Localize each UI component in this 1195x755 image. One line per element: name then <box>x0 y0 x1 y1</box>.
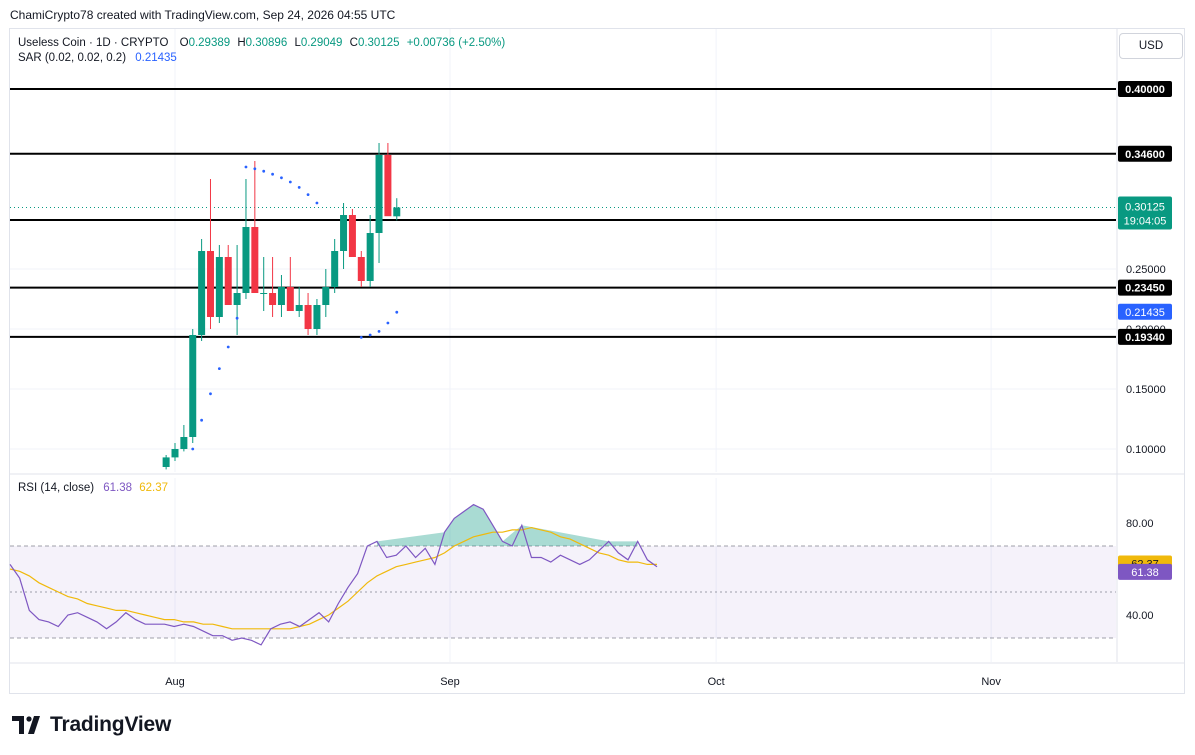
sar-dot <box>297 186 301 189</box>
candle-up <box>198 251 206 335</box>
symbol-legend: Useless Coin · 1D · CRYPTO O0.29389 H0.3… <box>18 36 505 66</box>
candle-up <box>366 233 374 281</box>
candle-up <box>171 449 179 458</box>
sar-dot <box>386 321 390 325</box>
rsi-label: RSI (14, close) <box>18 482 95 494</box>
sar-dot <box>209 392 212 396</box>
sar-dot <box>306 193 310 197</box>
candle-down <box>384 155 392 217</box>
candle-down <box>224 257 232 305</box>
sar-dot <box>244 165 248 169</box>
sar-label: SAR (0.02, 0.02, 0.2) <box>18 52 127 64</box>
rsi-line <box>9 503 658 646</box>
sar-dot <box>235 316 239 320</box>
open-value: 0.29389 <box>188 37 231 49</box>
rsi-tag-label: 61.38 <box>1131 567 1159 579</box>
candle-up <box>180 437 188 449</box>
level-tag <box>1118 328 1172 345</box>
level-tag <box>1118 145 1172 162</box>
candle-up <box>393 207 401 217</box>
tradingview-logo-icon <box>12 716 40 734</box>
candle-up <box>340 215 348 251</box>
sar-dot <box>377 330 381 333</box>
candle-up <box>277 287 285 305</box>
candle-up <box>260 293 268 294</box>
candle-up <box>233 293 241 305</box>
sar-value: 0.21435 <box>135 52 177 64</box>
rsi-axis-tick: 80.00 <box>1126 518 1154 530</box>
candle-down <box>206 251 214 317</box>
open-label: O <box>179 37 189 49</box>
change-value: +0.00736 (+2.50%) <box>406 37 506 49</box>
sar-dot <box>280 176 283 180</box>
sar-dot <box>368 333 372 337</box>
price-axis-tick: 0.25000 <box>1126 264 1166 276</box>
level-tag-label: 0.19340 <box>1125 332 1165 344</box>
rsi-ma-value: 62.37 <box>139 482 169 494</box>
sar-dot <box>315 201 319 205</box>
time-axis-tick: Aug <box>165 676 185 688</box>
sar-dot <box>262 169 266 173</box>
level-tag-label: 0.23450 <box>1125 283 1165 295</box>
sar-dot <box>217 367 221 370</box>
candle-up <box>331 251 339 287</box>
sar-row: SAR (0.02, 0.02, 0.2) 0.21435 <box>18 51 505 66</box>
chart-credit: ChamiCrypto78 created with TradingView.c… <box>10 8 396 22</box>
sar-tag-label: 0.21435 <box>1125 307 1165 319</box>
symbol-name: Useless Coin · 1D · CRYPTO <box>18 37 169 49</box>
sar-dot <box>226 345 230 349</box>
rsi-overbought-fill <box>376 504 638 546</box>
level-tag <box>1118 279 1172 296</box>
last-price-label: 0.30125 <box>1125 202 1165 214</box>
sar-dot <box>359 336 363 339</box>
tradingview-brand[interactable]: TradingView <box>12 711 171 739</box>
candle-down <box>269 293 277 305</box>
sar-tag <box>1118 303 1172 320</box>
low-label: L <box>294 37 301 49</box>
candle-down <box>251 227 259 293</box>
sar-dot <box>271 172 274 176</box>
countdown-label: 19:04:05 <box>1124 216 1167 228</box>
level-tag <box>1118 81 1172 97</box>
chart-frame <box>9 28 1185 694</box>
sar-dot <box>288 180 292 184</box>
candle-down <box>304 305 312 329</box>
candle-up <box>189 335 197 437</box>
sar-dot <box>200 418 204 422</box>
candle-up <box>162 457 170 467</box>
candle-up <box>242 227 250 293</box>
sar-dot <box>395 310 399 314</box>
time-axis-tick: Nov <box>981 676 1001 688</box>
rsi-axis-tick: 40.00 <box>1126 610 1154 622</box>
rsi-tag <box>1118 563 1172 580</box>
rsi-value: 61.38 <box>103 482 133 494</box>
candle-up <box>313 305 321 329</box>
sar-dot <box>191 447 195 451</box>
ohlc-row: Useless Coin · 1D · CRYPTO O0.29389 H0.3… <box>18 36 505 51</box>
time-axis-tick: Oct <box>708 676 725 688</box>
close-value: 0.30125 <box>357 37 400 49</box>
level-tag-label: 0.40000 <box>1125 84 1165 96</box>
candle-down <box>357 257 365 281</box>
price-axis-tick: 0.15000 <box>1126 384 1166 396</box>
high-label: H <box>237 37 246 49</box>
time-axis-tick: Sep <box>440 676 460 688</box>
candle-up <box>375 155 383 233</box>
sar-dot <box>253 167 257 171</box>
candle-down <box>286 287 294 311</box>
rsi-legend: RSI (14, close) 61.38 62.37 <box>18 482 168 494</box>
candle-up <box>215 257 223 317</box>
last-price-tag <box>1118 196 1172 230</box>
high-value: 0.30896 <box>245 37 288 49</box>
currency-button[interactable]: USD <box>1119 33 1183 59</box>
brand-name: TradingView <box>50 713 172 736</box>
candle-up <box>322 287 330 305</box>
candle-down <box>348 215 356 257</box>
candle-up <box>295 305 303 311</box>
close-label: C <box>349 37 358 49</box>
low-value: 0.29049 <box>300 37 343 49</box>
level-tag-label: 0.34600 <box>1125 149 1165 161</box>
price-axis-tick: 0.10000 <box>1126 444 1166 456</box>
